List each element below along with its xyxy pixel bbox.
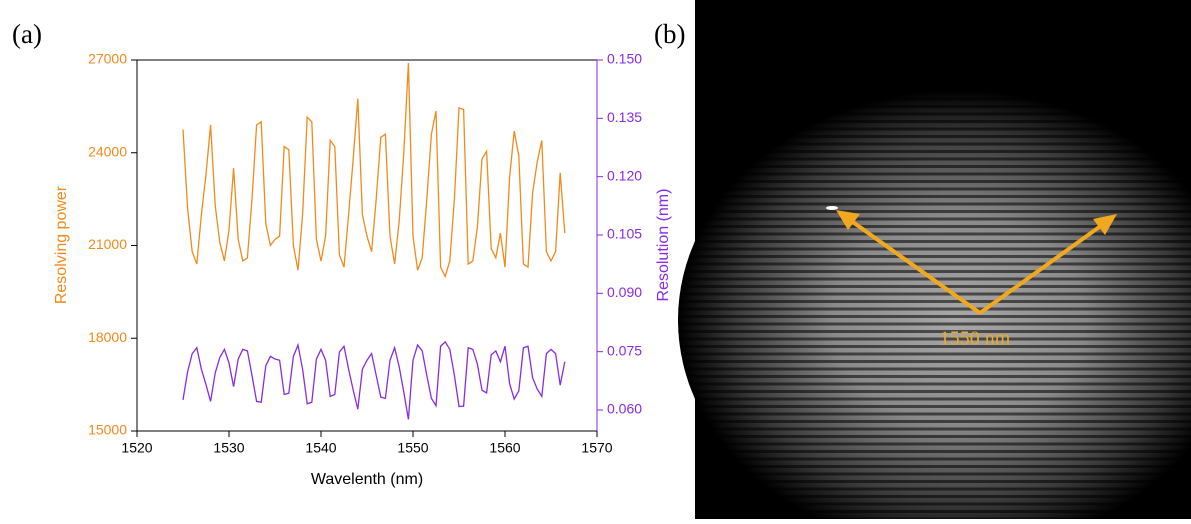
bright-spot: [826, 206, 838, 210]
y2-axis-title: Resolution (nm): [655, 189, 672, 302]
arrow-line: [848, 218, 982, 315]
y-tick-label: 27000: [88, 51, 127, 67]
arrow-line: [978, 223, 1104, 315]
y-tick-label: 21000: [88, 236, 127, 252]
x-axis-title: Wavelenth (nm): [311, 471, 423, 488]
x-tick-label: 1520: [121, 440, 152, 456]
y2-tick-label: 0.105: [607, 226, 642, 242]
x-tick-label: 1550: [397, 440, 428, 456]
arrows: [836, 210, 1117, 315]
arrow-head: [836, 210, 860, 230]
y-axis-title: Resolving power: [53, 185, 70, 304]
annotation: 1550 nm: [940, 328, 1011, 350]
image-panel: 1550 nm: [678, 0, 1191, 524]
y2-tick-label: 0.135: [607, 109, 642, 125]
y-tick-label: 18000: [88, 329, 127, 345]
y-tick-label: 24000: [88, 143, 127, 159]
x-tick-label: 1560: [489, 440, 520, 456]
panel-label: (a): [12, 19, 42, 49]
series-line: [182, 340, 566, 420]
y2-tick-label: 0.075: [607, 342, 642, 358]
x-tick-label: 1540: [305, 440, 336, 456]
y-tick-label: 15000: [88, 422, 127, 438]
panel-label: (b): [654, 19, 685, 49]
y2-tick-label: 0.090: [607, 284, 642, 300]
x-tick-label: 1570: [581, 440, 612, 456]
fringe-stripes: [678, 90, 1191, 524]
arrow-head: [1093, 214, 1117, 235]
series-line: [182, 63, 566, 279]
y2-tick-label: 0.120: [607, 167, 642, 183]
x-tick-label: 1530: [213, 440, 244, 456]
y2-tick-label: 0.150: [607, 51, 642, 67]
y2-tick-label: 0.060: [607, 401, 642, 417]
